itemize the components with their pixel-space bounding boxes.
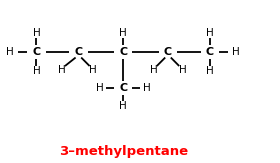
Text: C: C — [206, 47, 214, 57]
Text: C: C — [119, 47, 127, 57]
Text: H: H — [232, 47, 240, 57]
Text: C: C — [74, 47, 83, 57]
Text: H: H — [206, 28, 214, 38]
Text: H: H — [95, 83, 103, 93]
Text: C: C — [164, 47, 172, 57]
Text: 3–methylpentane: 3–methylpentane — [59, 145, 188, 158]
Text: H: H — [89, 65, 97, 75]
Text: C: C — [32, 47, 41, 57]
Text: C: C — [119, 83, 127, 93]
Text: H: H — [119, 28, 127, 38]
Text: H: H — [143, 83, 151, 93]
Text: H: H — [179, 65, 186, 75]
Text: H: H — [32, 66, 40, 76]
Text: H: H — [119, 101, 127, 111]
Text: H: H — [206, 66, 214, 76]
Text: H: H — [150, 65, 157, 75]
Text: H: H — [58, 65, 66, 75]
Text: H: H — [6, 47, 14, 57]
Text: H: H — [32, 28, 40, 38]
